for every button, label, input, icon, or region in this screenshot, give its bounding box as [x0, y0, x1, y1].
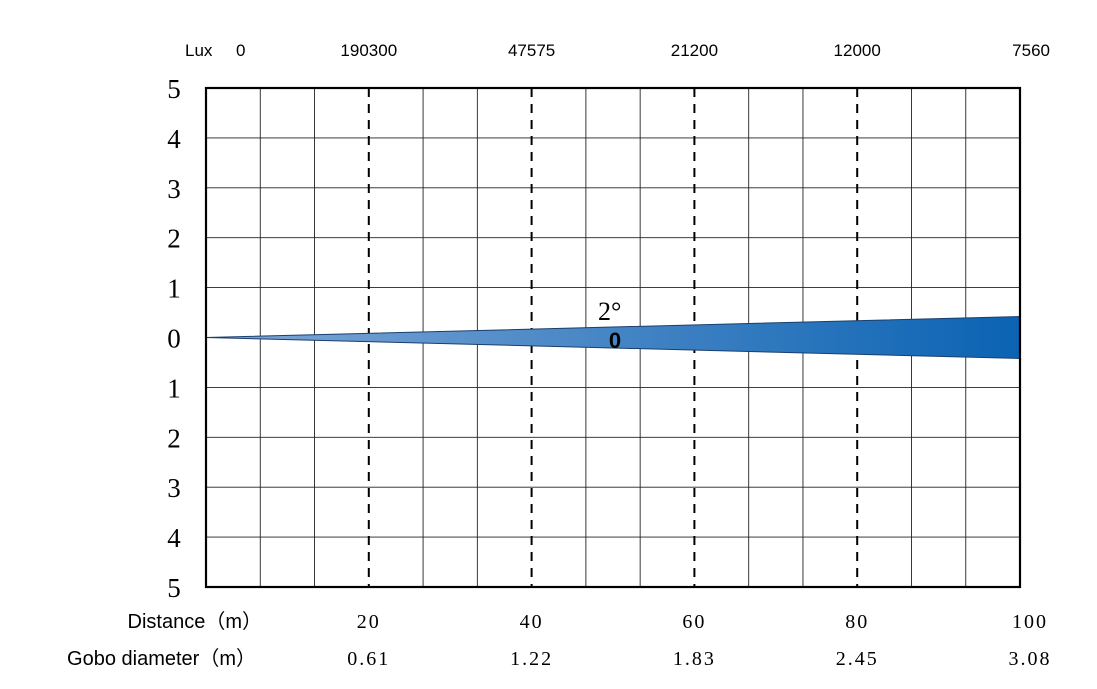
distance-tick: 100 — [1012, 611, 1048, 633]
beam-angle-label: 2° — [598, 297, 621, 326]
distance-label: Distance（m） — [128, 610, 262, 633]
y-tick-label: 4 — [167, 124, 181, 154]
lux-value: 47575 — [508, 41, 555, 60]
y-tick-label: 3 — [167, 174, 181, 204]
gobo-value: 1.22 — [510, 648, 553, 670]
lux-label: Lux — [185, 41, 213, 60]
plot-border — [204, 86, 1022, 589]
distance-tick: 40 — [520, 611, 544, 633]
y-tick-label: 3 — [167, 473, 181, 503]
gobo-value: 1.83 — [673, 648, 716, 670]
y-tick-label: 4 — [167, 523, 181, 553]
lux-value: 7560 — [1012, 41, 1050, 60]
gobo-value: 3.08 — [1009, 648, 1052, 670]
beam-zero-label: 0 — [609, 328, 621, 353]
y-tick-label: 1 — [167, 373, 181, 403]
y-tick-label: 5 — [167, 573, 181, 603]
lux-value: 0 — [236, 41, 245, 60]
gobo-label: Gobo diameter（m） — [67, 647, 256, 670]
distance-tick: 20 — [357, 611, 381, 633]
gobo-value: 0.61 — [347, 648, 390, 670]
distance-tick: 60 — [682, 611, 706, 633]
lux-value: 190300 — [340, 41, 397, 60]
y-tick-label: 2 — [167, 423, 181, 453]
distance-tick: 80 — [845, 611, 869, 633]
labels: Lux 0 190300 47575 21200 12000 7560 5 4 3 2 1 0 1 2 3 4 5… — [67, 41, 1052, 670]
lux-value: 21200 — [671, 41, 718, 60]
y-tick-label: 0 — [167, 324, 181, 354]
y-tick-label: 2 — [167, 224, 181, 254]
gobo-value: 2.45 — [836, 648, 879, 670]
y-tick-label: 1 — [167, 274, 181, 304]
plot-frame — [204, 86, 1022, 589]
lux-value: 12000 — [834, 41, 881, 60]
y-tick-label: 5 — [167, 74, 181, 104]
